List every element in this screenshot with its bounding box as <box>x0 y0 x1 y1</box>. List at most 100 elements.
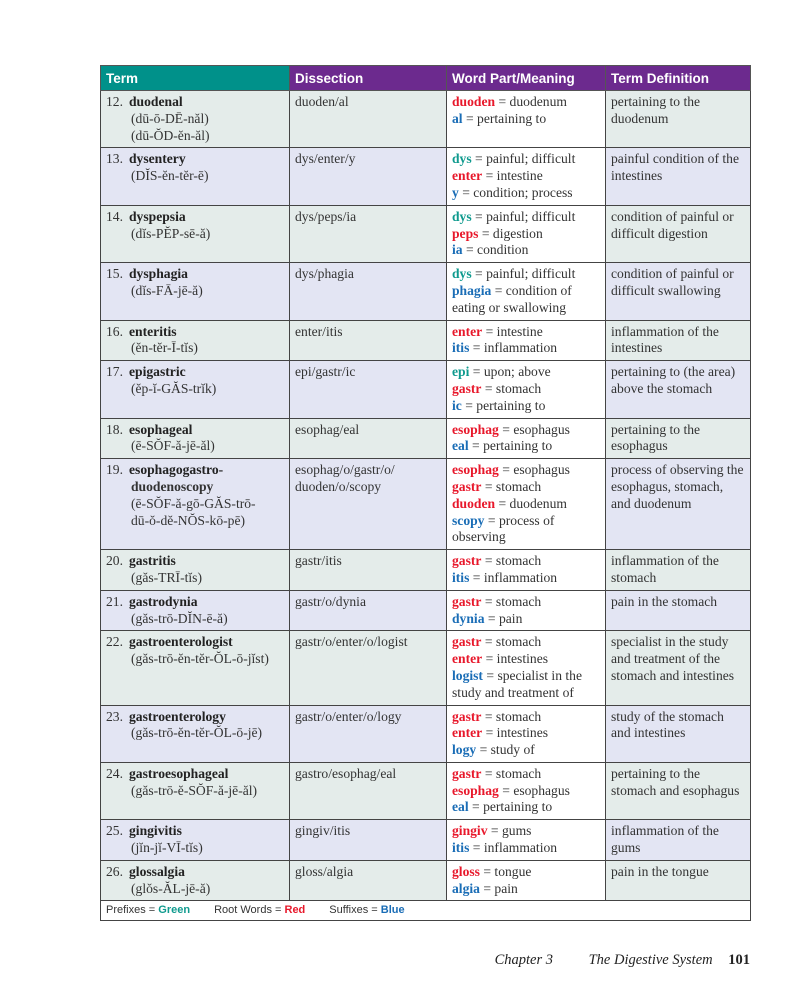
dissection-cell: dys/phagia <box>289 262 447 321</box>
term-line: 16. enteritis <box>106 324 284 341</box>
term-name: enteritis <box>129 323 177 339</box>
dissection-cell: dys/enter/y <box>289 147 447 206</box>
word-part-meaning: painful; difficult <box>486 208 576 224</box>
term-cell: 16. enteritis (ĕn-tĕr-Ī-tĭs) <box>100 319 290 362</box>
word-part-item: y = condition; process <box>452 184 573 200</box>
definition-cell: pain in the stomach <box>605 589 751 632</box>
table-row: 16. enteritis (ĕn-tĕr-Ī-tĭs) enter/itis ente… <box>100 319 751 362</box>
term-line: 19. esophagogastro- <box>106 462 284 479</box>
header-word-part: Word Part/Meaning <box>446 65 606 91</box>
word-part-item: esophag = esophagus <box>452 782 570 798</box>
word-part-cell: esophag = esophagus eal = pertaining to <box>446 417 606 460</box>
table-row: 13. dysentery (DĬS-ĕn-tĕr-ē) dys/enter/y dys… <box>100 147 751 206</box>
word-part-suffix: itis <box>452 569 470 585</box>
table-row: 20. gastritis (găs-TRĪ-tĭs) gastr/itis gastr… <box>100 549 751 591</box>
word-part-cell: epi = upon; above gastr = stomach ic = per… <box>446 360 606 419</box>
word-part-suffix: al <box>452 110 463 126</box>
dissection-cell: gastro/esophag/eal <box>289 761 447 821</box>
word-part-meaning: intestines <box>496 725 549 741</box>
dissection-cell: esophag/o/gastr/o/ duoden/o/scopy <box>289 458 447 551</box>
word-part-prefix: dys <box>452 151 472 167</box>
word-part-root: gastr <box>452 380 482 396</box>
word-part-meaning: esophagus <box>513 421 570 437</box>
word-part-meaning: pertaining to <box>477 110 547 126</box>
word-part-root: esophag <box>452 462 499 478</box>
word-part-cell: gastr = stomach itis = inflammation <box>446 549 606 591</box>
word-part-root: esophag <box>452 782 499 798</box>
term-cell: 24. gastroesophageal (găs-trō-ĕ-SŎF-ă-jē-ă… <box>100 761 290 821</box>
word-part-suffix: scopy <box>452 512 485 528</box>
table-row: 19. esophagogastro-duodenoscopy (ē-SŎF-ă-g… <box>100 458 751 551</box>
term-number: 21. <box>106 593 123 609</box>
word-part-prefix: epi <box>452 364 470 380</box>
word-part-suffix: ia <box>452 242 463 258</box>
dissection-cell: dys/peps/ia <box>289 204 447 264</box>
legend-row: Prefixes = Green Root Words = Red Suffixes… <box>100 900 751 922</box>
pronunciation: (găs-trō-ĕn-tĕr-ŎL-ō-jē) <box>131 725 263 741</box>
definition-cell: process of observing the esophagus, stom… <box>605 458 751 551</box>
word-part-root: gastr <box>452 553 482 569</box>
word-part-meaning: stomach <box>495 765 542 781</box>
page-footer: Chapter 3 The Digestive System 101 <box>495 952 750 969</box>
word-part-item: peps = digestion <box>452 225 543 241</box>
definition-cell: specialist in the study and treatment of… <box>605 630 751 706</box>
word-part-item: logist = specialist in the study and tre… <box>452 667 583 700</box>
term-cell: 23. gastroenterology (găs-trō-ĕn-tĕr-ŎL-ō-… <box>100 704 290 763</box>
word-part-prefix: dys <box>452 266 472 282</box>
term-name: gastroenterologist <box>129 634 233 650</box>
dissection-cell: gastr/o/dynia <box>289 589 447 632</box>
table-row: 22. gastroenterologist (găs-trō-ĕn-tĕr-ŎL-… <box>100 630 751 706</box>
word-part-meaning: duodenum <box>509 495 567 511</box>
word-part-root: enter <box>452 323 483 339</box>
legend-label: Root Words = <box>214 904 282 917</box>
dissection-cell: esophag/eal <box>289 417 447 460</box>
term-name: gastroesophageal <box>129 765 229 781</box>
dissection-cell: duoden/al <box>289 89 447 149</box>
word-part-root: gastr <box>452 765 482 781</box>
word-part-item: ia = condition <box>452 242 529 258</box>
term-name: gastritis <box>129 553 176 569</box>
header-dissection: Dissection <box>289 65 447 91</box>
word-part-meaning: intestine <box>496 168 543 184</box>
word-part-meaning: gums <box>501 823 532 839</box>
word-part-item: itis = inflammation <box>452 569 558 585</box>
term-number: 16. <box>106 323 123 339</box>
word-part-meaning: intestine <box>496 323 543 339</box>
term-number: 26. <box>106 863 123 879</box>
term-number: 17. <box>106 364 123 380</box>
word-part-root: gingiv <box>452 823 488 839</box>
definition-cell: pertaining to (the area) above the stoma… <box>605 360 751 419</box>
word-part-suffix: phagia <box>452 282 492 298</box>
word-part-item: enter = intestines <box>452 725 549 741</box>
definition-cell: pertaining to the esophagus <box>605 417 751 460</box>
page-number: 101 <box>728 952 750 968</box>
word-part-meaning: process of observing <box>452 512 555 545</box>
word-part-meaning: stomach <box>495 708 542 724</box>
word-part-meaning: tongue <box>494 863 532 879</box>
word-part-meaning: painful; difficult <box>486 266 576 282</box>
word-part-root: duoden <box>452 94 496 109</box>
word-part-item: itis = inflammation <box>452 840 558 856</box>
word-part-root: enter <box>452 725 483 741</box>
word-part-cell: dys = painful; difficult peps = digestion… <box>446 204 606 264</box>
word-part-meaning: esophagus <box>513 782 570 798</box>
word-part-item: eal = pertaining to <box>452 438 553 454</box>
term-cell: 26. glossalgia (glŏs-ĂL-jē-ă) <box>100 859 290 902</box>
word-part-meaning: pain <box>498 610 523 626</box>
term-number: 13. <box>106 151 123 167</box>
word-part-item: itis = inflammation <box>452 340 558 356</box>
definition-cell: condition of painful or difficult digest… <box>605 204 751 264</box>
word-part-root: gastr <box>452 708 482 724</box>
pronunciation: (ĕn-tĕr-Ī-tĭs) <box>131 340 198 356</box>
word-part-meaning: inflammation <box>483 840 558 856</box>
word-part-item: gastr = stomach <box>452 380 542 396</box>
word-part-item: logy = study of <box>452 742 535 758</box>
legend-item: Suffixes = Blue <box>329 904 404 916</box>
word-part-cell: gastr = stomach enter = intestines logy = … <box>446 704 606 763</box>
table-row: 17. epigastric (ĕp-ĭ-GĂS-trĭk) epi/gastr/ic… <box>100 360 751 419</box>
definition-cell: pertaining to the stomach and esophagus <box>605 761 751 821</box>
pronunciation: (dĭs-PĔP-sē-ă) <box>131 225 211 241</box>
word-part-meaning: esophagus <box>513 462 570 478</box>
word-part-root: esophag <box>452 421 499 437</box>
word-part-item: al = pertaining to <box>452 110 547 126</box>
